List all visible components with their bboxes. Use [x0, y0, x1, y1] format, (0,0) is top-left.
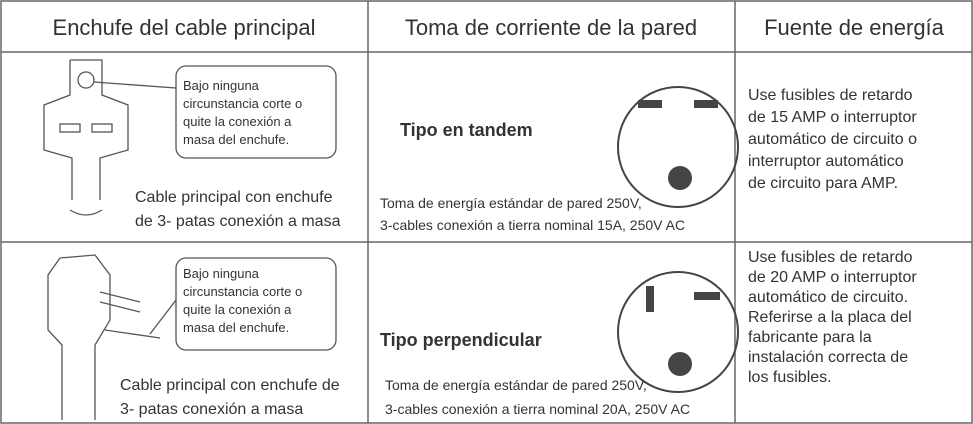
warning-text: masa del enchufe.	[183, 320, 289, 335]
power-text: de 20 AMP o interruptor	[748, 269, 917, 286]
outlet-icon	[617, 271, 739, 393]
power-text: interruptor automático	[748, 153, 904, 170]
outlet-type: Tipo perpendicular	[380, 330, 542, 350]
power-text: de circuito para AMP.	[748, 175, 898, 192]
warning-text: Bajo ninguna	[183, 78, 260, 93]
warning-text: quite la conexión a	[183, 114, 292, 129]
warning-text: circunstancia corte o	[183, 284, 302, 299]
power-text: de 15 AMP o interruptor	[748, 109, 917, 126]
header-cell: Toma de corriente de la pared	[405, 15, 697, 40]
power-text: Use fusibles de retardo	[748, 87, 913, 104]
power-text: Use fusibles de retardo	[748, 249, 913, 266]
power-text: automático de circuito.	[748, 289, 908, 306]
plug-icon	[43, 59, 337, 216]
warning-text: masa del enchufe.	[183, 132, 289, 147]
plug-caption: 3- patas conexión a masa	[120, 401, 303, 418]
outlet-icon	[617, 86, 739, 208]
plug-icon	[47, 254, 337, 420]
outlet-caption: 3-cables conexión a tierra nominal 15A, …	[380, 217, 685, 233]
outlet-caption: Toma de energía estándar de pared 250V,	[380, 195, 642, 211]
header-cell: Fuente de energía	[764, 15, 945, 40]
power-text: los fusibles.	[748, 369, 832, 386]
warning-text: Bajo ninguna	[183, 266, 260, 281]
power-text: fabricante para la	[748, 329, 872, 346]
warning-text: circunstancia corte o	[183, 96, 302, 111]
outlet-caption: Toma de energía estándar de pared 250V,	[385, 377, 647, 393]
plug-caption: Cable principal con enchufe	[135, 189, 333, 206]
outlet-caption: 3-cables conexión a tierra nominal 20A, …	[385, 401, 690, 417]
plug-caption: Cable principal con enchufe de	[120, 377, 340, 394]
outlet-type: Tipo en tandem	[400, 120, 533, 140]
power-text: Referirse a la placa del	[748, 309, 912, 326]
power-text: automático de circuito o	[748, 131, 917, 148]
plug-caption: de 3- patas conexión a masa	[135, 213, 341, 230]
warning-text: quite la conexión a	[183, 302, 292, 317]
power-text: instalación correcta de	[748, 349, 908, 366]
header-cell: Enchufe del cable principal	[53, 15, 316, 40]
